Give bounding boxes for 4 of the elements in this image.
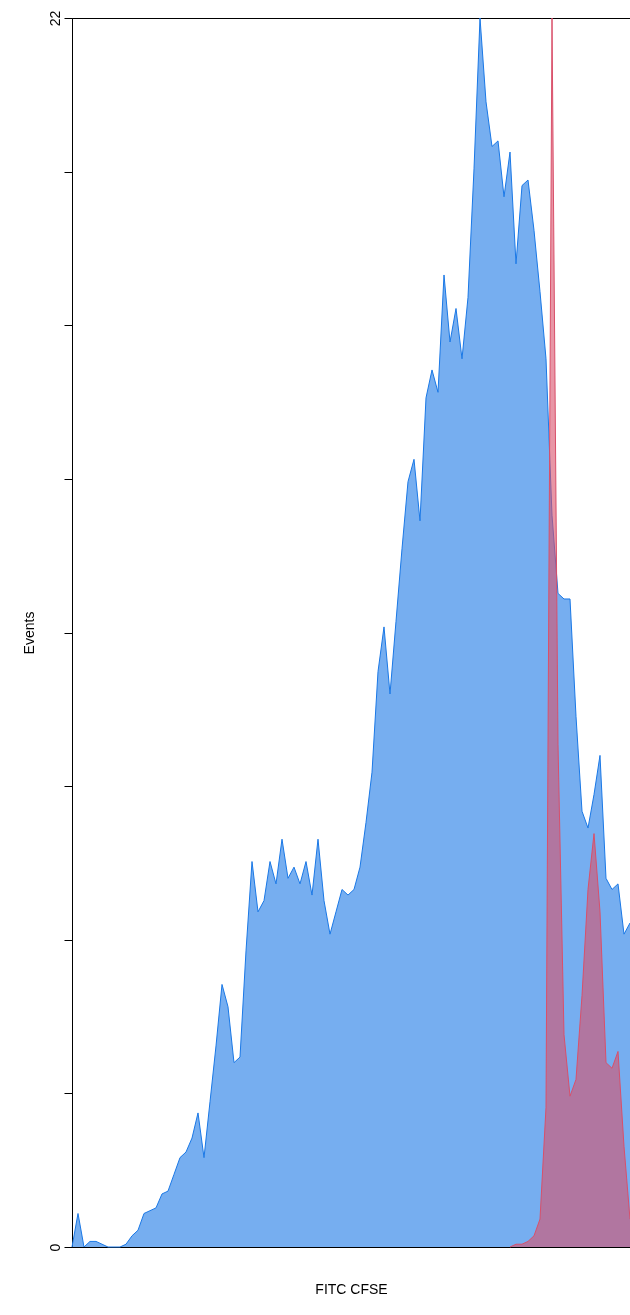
y-axis-title: Events [20, 611, 37, 655]
y-tick-label: 22 [46, 10, 63, 27]
y-tick-label: 0 [46, 1243, 63, 1252]
x-axis-title: FITC CFSE [315, 1280, 388, 1297]
